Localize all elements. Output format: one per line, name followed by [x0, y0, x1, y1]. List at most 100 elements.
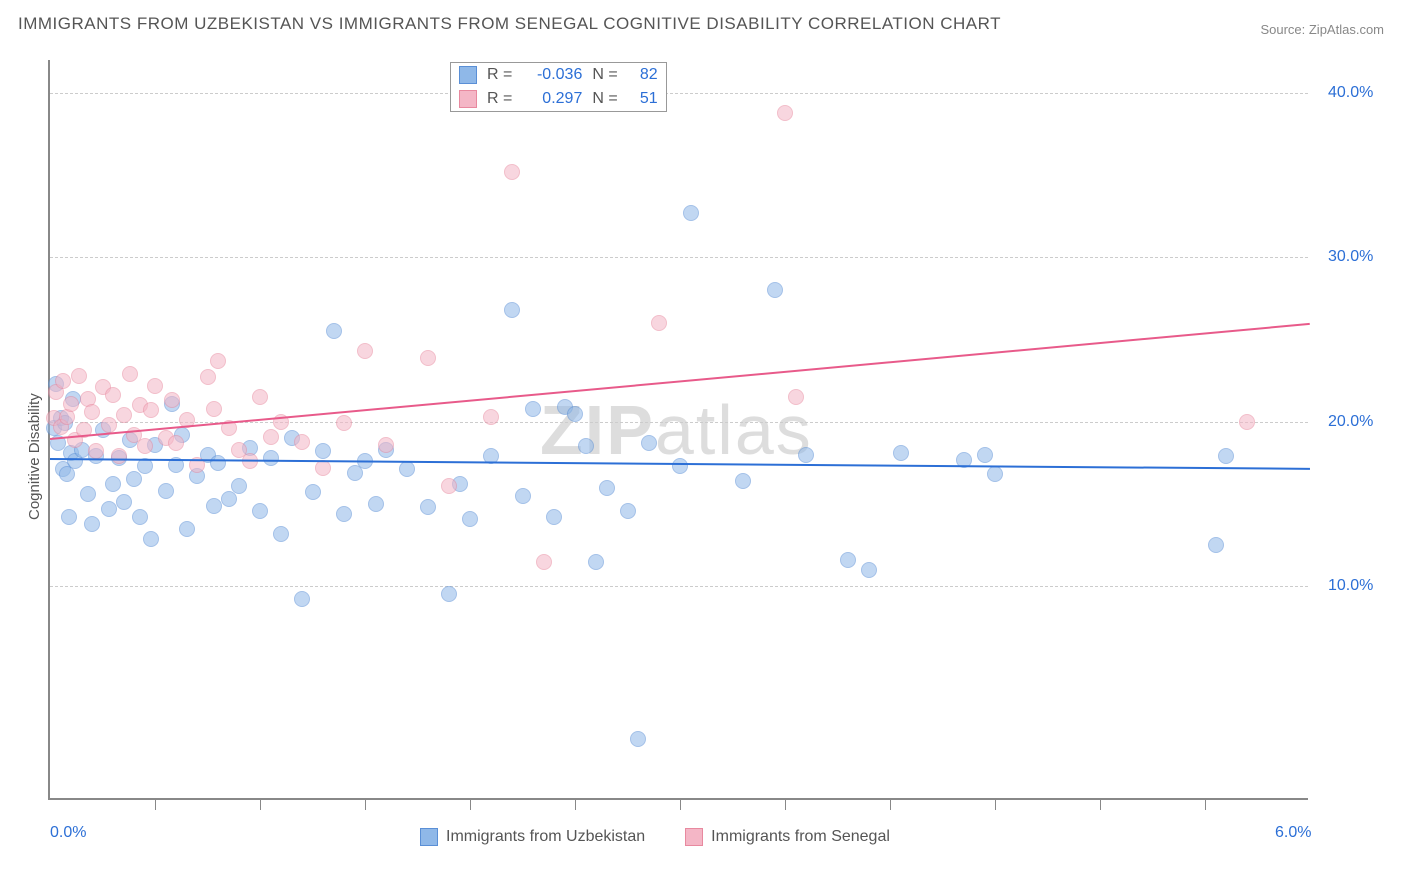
scatter-point: [630, 731, 646, 747]
legend: Immigrants from Uzbekistan Immigrants fr…: [420, 828, 890, 846]
scatter-point: [378, 437, 394, 453]
scatter-point: [116, 494, 132, 510]
scatter-point: [164, 392, 180, 408]
scatter-point: [105, 476, 121, 492]
scatter-point: [504, 164, 520, 180]
scatter-point: [977, 447, 993, 463]
scatter-point: [840, 552, 856, 568]
x-tick-mark: [890, 800, 891, 810]
scatter-point: [252, 389, 268, 405]
scatter-point: [294, 591, 310, 607]
scatter-point: [599, 480, 615, 496]
scatter-point: [231, 478, 247, 494]
scatter-point: [80, 486, 96, 502]
stat-n-value-1: 82: [628, 66, 658, 84]
x-tick-mark: [1205, 800, 1206, 810]
stat-r-label-2: R =: [487, 90, 512, 108]
stat-r-label-1: R =: [487, 66, 512, 84]
scatter-point: [111, 448, 127, 464]
scatter-point: [63, 396, 79, 412]
scatter-point: [861, 562, 877, 578]
scatter-point: [546, 509, 562, 525]
legend-label-2: Immigrants from Senegal: [711, 828, 890, 846]
scatter-point: [132, 509, 148, 525]
scatter-point: [504, 302, 520, 318]
scatter-point: [620, 503, 636, 519]
legend-label-1: Immigrants from Uzbekistan: [446, 828, 645, 846]
stat-row-series-1: R = -0.036 N = 82: [451, 63, 666, 87]
scatter-point: [798, 447, 814, 463]
scatter-point: [116, 407, 132, 423]
scatter-point: [143, 531, 159, 547]
x-tick-mark: [995, 800, 996, 810]
scatter-point: [273, 526, 289, 542]
legend-item-2: Immigrants from Senegal: [685, 828, 890, 846]
scatter-point: [263, 429, 279, 445]
scatter-point: [210, 455, 226, 471]
scatter-point: [683, 205, 699, 221]
scatter-point: [71, 368, 87, 384]
scatter-point: [767, 282, 783, 298]
y-tick-label: 10.0%: [1328, 577, 1373, 595]
scatter-point: [336, 415, 352, 431]
stat-r-value-1: -0.036: [522, 66, 582, 84]
stat-n-label-1: N =: [592, 66, 617, 84]
legend-swatch-1: [420, 828, 438, 846]
scatter-point: [336, 506, 352, 522]
scatter-point: [137, 438, 153, 454]
scatter-point: [1208, 537, 1224, 553]
x-tick-mark: [680, 800, 681, 810]
scatter-point: [672, 458, 688, 474]
legend-swatch-2: [685, 828, 703, 846]
scatter-point: [122, 366, 138, 382]
scatter-point: [105, 387, 121, 403]
scatter-point: [210, 353, 226, 369]
stat-r-value-2: 0.297: [522, 90, 582, 108]
gridline: [50, 93, 1308, 94]
scatter-point: [399, 461, 415, 477]
y-tick-label: 20.0%: [1328, 413, 1373, 431]
scatter-point: [179, 521, 195, 537]
scatter-point: [357, 343, 373, 359]
scatter-point: [84, 516, 100, 532]
scatter-point: [420, 350, 436, 366]
scatter-point: [315, 460, 331, 476]
scatter-point: [101, 501, 117, 517]
scatter-point: [263, 450, 279, 466]
x-tick-mark: [785, 800, 786, 810]
scatter-point: [515, 488, 531, 504]
scatter-point: [788, 389, 804, 405]
y-axis-label: Cognitive Disability: [26, 393, 43, 520]
gridline: [50, 586, 1308, 587]
x-tick-mark: [260, 800, 261, 810]
stat-swatch-2: [459, 90, 477, 108]
scatter-point: [420, 499, 436, 515]
scatter-point: [735, 473, 751, 489]
scatter-point: [1239, 414, 1255, 430]
scatter-point: [101, 417, 117, 433]
scatter-point: [987, 466, 1003, 482]
scatter-point: [441, 478, 457, 494]
scatter-point: [441, 586, 457, 602]
scatter-point: [462, 511, 478, 527]
x-tick-mark: [1100, 800, 1101, 810]
x-tick-label: 6.0%: [1275, 824, 1311, 842]
scatter-point: [126, 471, 142, 487]
scatter-point: [294, 434, 310, 450]
legend-item-1: Immigrants from Uzbekistan: [420, 828, 645, 846]
stat-n-label-2: N =: [592, 90, 617, 108]
scatter-point: [206, 401, 222, 417]
gridline: [50, 257, 1308, 258]
correlation-stats-box: R = -0.036 N = 82 R = 0.297 N = 51: [450, 62, 667, 112]
y-tick-label: 30.0%: [1328, 248, 1373, 266]
scatter-point: [651, 315, 667, 331]
scatter-point: [525, 401, 541, 417]
scatter-point: [206, 498, 222, 514]
scatter-point: [61, 509, 77, 525]
scatter-point: [578, 438, 594, 454]
scatter-point: [315, 443, 331, 459]
scatter-point: [55, 373, 71, 389]
stat-row-series-2: R = 0.297 N = 51: [451, 87, 666, 111]
scatter-point: [1218, 448, 1234, 464]
scatter-point: [143, 402, 159, 418]
